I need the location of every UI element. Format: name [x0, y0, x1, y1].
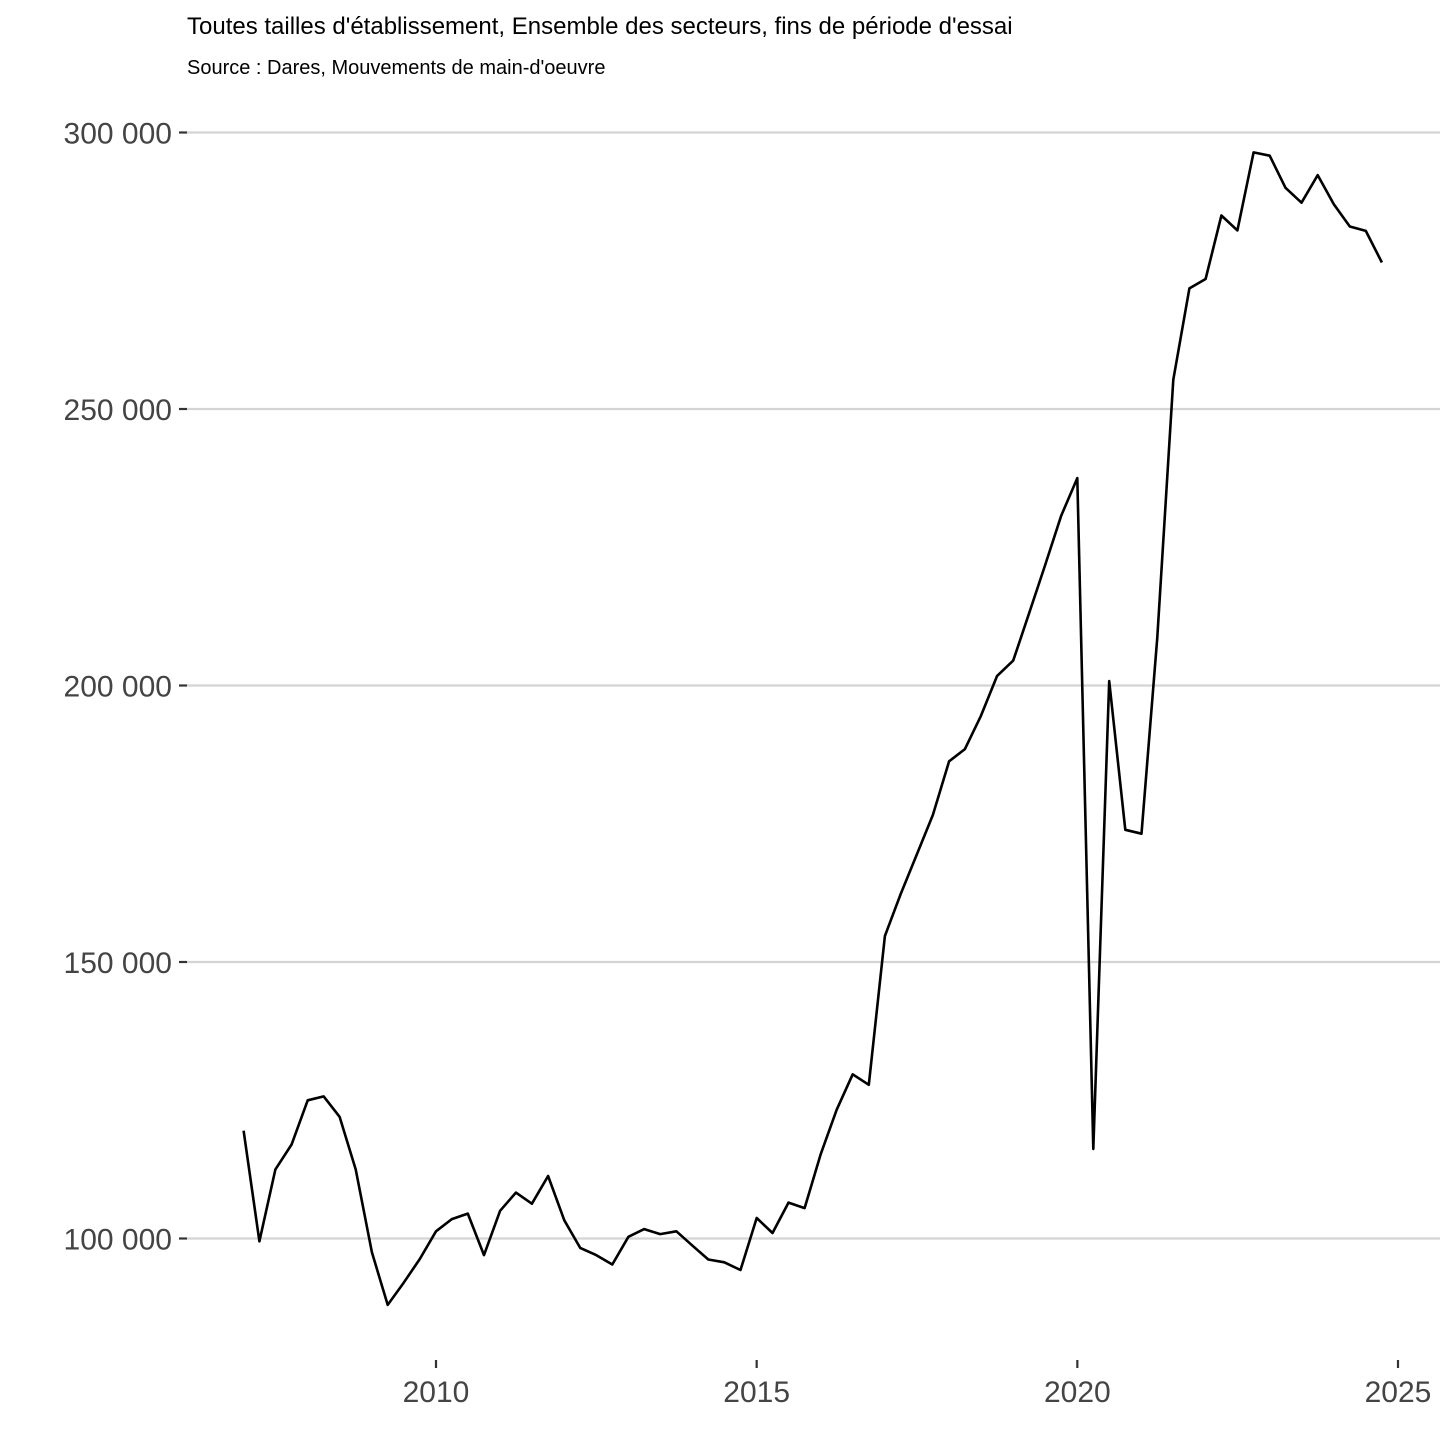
chart-source-caption: Source : Dares, Mouvements de main-d'oeu…	[187, 57, 606, 79]
gridlines	[187, 131, 1440, 1240]
y-tick-label: 250 000	[64, 394, 172, 427]
x-tick-label: 2025	[1365, 1376, 1432, 1409]
y-tick-label: 300 000	[64, 118, 172, 151]
y-tick-label: 200 000	[64, 671, 172, 704]
x-tick-label: 2015	[723, 1376, 790, 1409]
chart-subtitle: Toutes tailles d'établissement, Ensemble…	[187, 13, 1013, 40]
series-layer	[242, 151, 1384, 1307]
y-tick-label: 100 000	[64, 1224, 172, 1257]
y-tick-label: 150 000	[64, 947, 172, 980]
x-tick-label: 2010	[403, 1376, 470, 1409]
y-axis: 100 000 150 000 200 000 250 000 300 000	[64, 118, 187, 1257]
x-tick-label: 2020	[1044, 1376, 1111, 1409]
series-line	[242, 151, 1384, 1307]
x-axis: 2010 2015 2020 2025	[403, 1360, 1432, 1409]
